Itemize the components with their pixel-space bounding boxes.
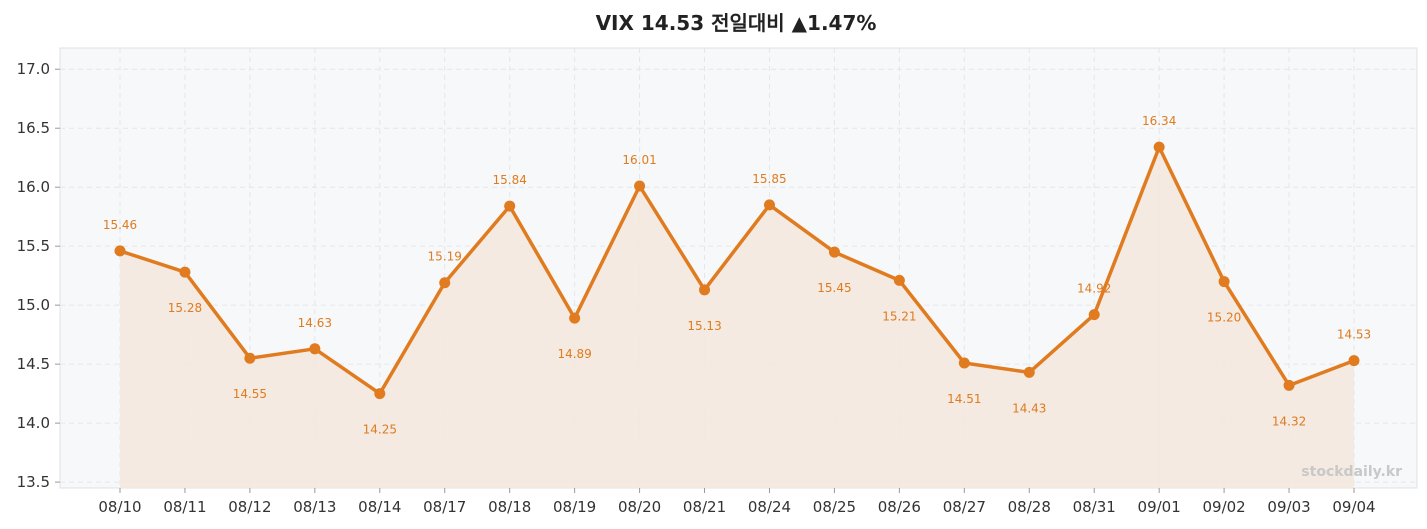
y-tick-label: 14.5 xyxy=(17,355,50,373)
x-tick-label: 08/21 xyxy=(683,498,726,516)
data-point xyxy=(828,246,840,258)
y-tick-label: 15.0 xyxy=(17,296,50,314)
y-tick-label: 14.0 xyxy=(17,414,50,432)
data-label: 14.92 xyxy=(1077,282,1111,296)
data-point xyxy=(1153,141,1165,153)
data-label: 14.53 xyxy=(1337,328,1371,342)
x-tick-label: 08/28 xyxy=(1008,498,1051,516)
data-labels: 15.46 15.28 14.55 14.63 14.25 15.19 15.84 14.89… xyxy=(103,114,1371,437)
series-area-fill xyxy=(120,147,1354,488)
data-point xyxy=(309,343,321,355)
data-point xyxy=(1283,379,1295,391)
data-label: 15.84 xyxy=(493,173,527,187)
data-point xyxy=(439,277,451,289)
data-point xyxy=(699,284,711,296)
data-point xyxy=(763,199,775,211)
x-axis: 08/10 08/11 08/12 08/13 08/14 08/17 08/18 08/19… xyxy=(98,488,1376,516)
data-point xyxy=(1348,355,1360,367)
data-point xyxy=(114,245,126,257)
data-point xyxy=(958,357,970,369)
data-label: 15.28 xyxy=(168,301,202,315)
y-axis: 13.5 14.0 14.5 15.0 15.5 16.0 16.5 17.0 xyxy=(17,60,60,491)
x-tick-label: 08/26 xyxy=(878,498,921,516)
x-tick-label: 09/04 xyxy=(1332,498,1375,516)
y-tick-label: 16.0 xyxy=(17,178,50,196)
data-label: 15.21 xyxy=(882,309,916,323)
data-label: 15.45 xyxy=(817,281,851,295)
watermark: stockdaily.kr xyxy=(1301,464,1402,480)
data-label: 15.13 xyxy=(687,319,721,333)
data-label: 15.20 xyxy=(1207,311,1241,325)
x-tick-label: 08/19 xyxy=(553,498,596,516)
x-tick-label: 08/12 xyxy=(228,498,271,516)
x-tick-label: 08/25 xyxy=(813,498,856,516)
data-label: 14.25 xyxy=(363,423,397,437)
x-tick-label: 09/01 xyxy=(1138,498,1181,516)
data-point xyxy=(634,180,646,192)
data-points xyxy=(114,141,1360,400)
data-label: 14.55 xyxy=(233,387,267,401)
x-tick-label: 08/20 xyxy=(618,498,661,516)
x-tick-label: 09/03 xyxy=(1267,498,1310,516)
data-label: 15.19 xyxy=(428,250,462,264)
data-label: 14.63 xyxy=(298,316,332,330)
data-point xyxy=(1088,309,1100,321)
data-point xyxy=(1218,276,1230,288)
series-line xyxy=(119,145,1355,396)
data-label: 16.34 xyxy=(1142,114,1176,128)
data-point xyxy=(1023,366,1035,378)
data-point xyxy=(374,388,386,400)
data-label: 14.43 xyxy=(1012,401,1046,415)
x-tick-label: 09/02 xyxy=(1202,498,1245,516)
chart-title: VIX 14.53 전일대비 ▲1.47% xyxy=(596,11,877,35)
x-tick-label: 08/31 xyxy=(1073,498,1116,516)
data-point xyxy=(179,266,191,278)
y-tick-label: 16.5 xyxy=(17,119,50,137)
data-label: 14.89 xyxy=(557,347,591,361)
x-tick-label: 08/17 xyxy=(423,498,466,516)
data-label: 14.51 xyxy=(947,392,981,406)
data-label: 16.01 xyxy=(622,153,656,167)
data-label: 15.46 xyxy=(103,218,137,232)
x-tick-label: 08/10 xyxy=(98,498,141,516)
x-tick-label: 08/27 xyxy=(943,498,986,516)
data-label: 14.32 xyxy=(1272,414,1306,428)
data-point xyxy=(893,274,905,286)
y-tick-label: 13.5 xyxy=(17,473,50,491)
data-point xyxy=(569,312,581,324)
x-tick-label: 08/11 xyxy=(163,498,206,516)
x-tick-label: 08/18 xyxy=(488,498,531,516)
y-tick-label: 17.0 xyxy=(17,60,50,78)
x-tick-label: 08/14 xyxy=(358,498,401,516)
y-tick-label: 15.5 xyxy=(17,237,50,255)
data-point xyxy=(504,200,516,212)
data-point xyxy=(244,352,256,364)
x-tick-label: 08/24 xyxy=(748,498,791,516)
x-tick-label: 08/13 xyxy=(293,498,336,516)
data-label: 15.85 xyxy=(752,172,786,186)
